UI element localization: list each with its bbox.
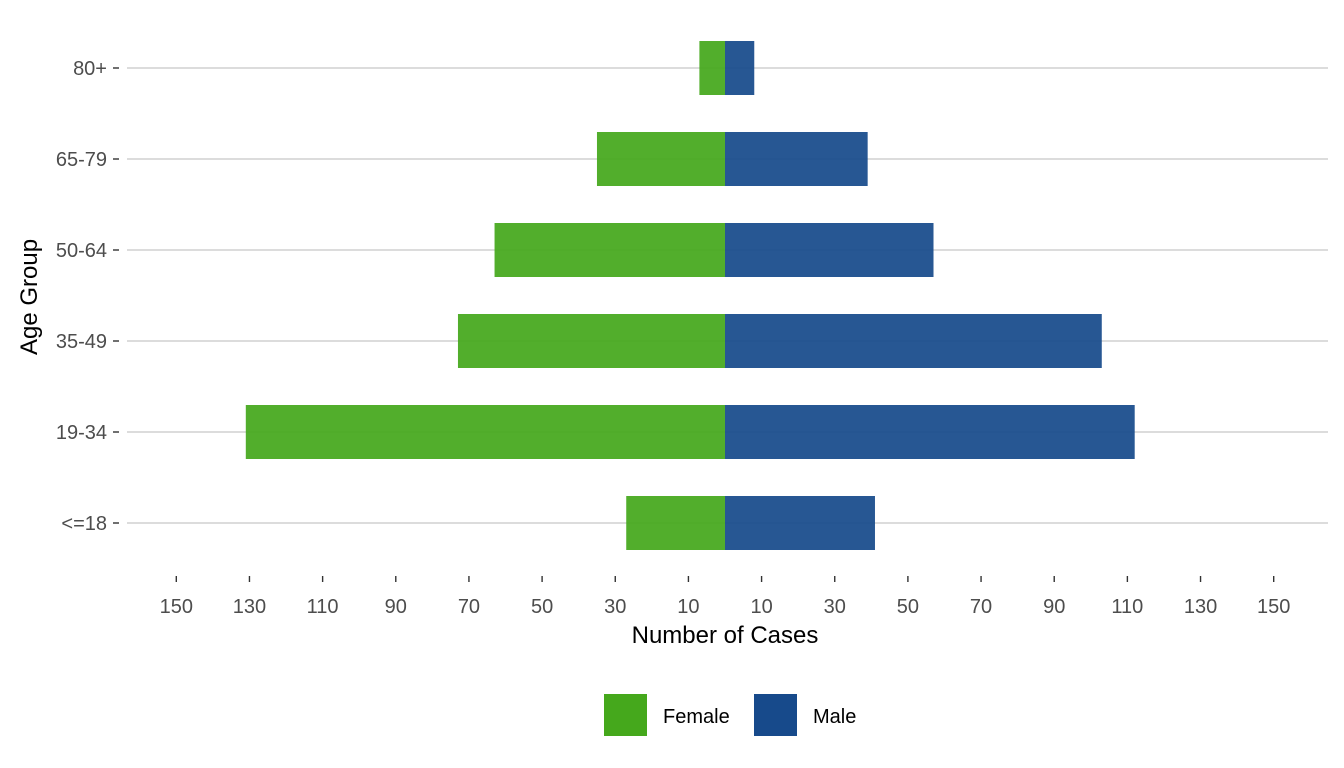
bar-female-35-49 [457, 314, 725, 368]
x-tick-label: 30 [824, 596, 846, 618]
x-tick-label: 90 [1043, 596, 1065, 618]
bar-male-35-49 [725, 314, 1102, 368]
x-tick-label: 110 [307, 596, 339, 618]
y-tick-label: 50-64 [56, 240, 107, 262]
bar-female-<=18 [626, 496, 725, 550]
x-tick-label: 150 [160, 596, 193, 618]
legend: Female Male [604, 694, 856, 736]
bars [245, 41, 1135, 550]
y-tick-label: 35-49 [56, 331, 107, 353]
legend-key-female [604, 694, 647, 736]
y-tick-label: 80+ [73, 58, 107, 80]
legend-label-female: Female [663, 706, 730, 728]
bar-male-<=18 [725, 496, 875, 550]
x-tick-label: 90 [385, 596, 407, 618]
bar-female-50-64 [494, 223, 725, 277]
x-tick-label: 130 [233, 596, 266, 618]
bar-male-50-64 [725, 223, 934, 277]
x-tick-label: 70 [458, 596, 480, 618]
bar-male-80+ [725, 41, 755, 95]
bar-female-65-79 [596, 132, 725, 186]
x-tick-label: 30 [604, 596, 626, 618]
x-axis: 150 130 110 90 70 50 30 10 10 30 50 70 90 110 130 150 [160, 576, 1290, 618]
y-axis-title: Age Group [16, 239, 43, 355]
x-tick-label: 10 [677, 596, 699, 618]
x-tick-label: 130 [1184, 596, 1217, 618]
legend-key-male [754, 694, 797, 736]
bar-female-19-34 [245, 405, 725, 459]
x-tick-label: 70 [970, 596, 992, 618]
x-tick-label: 110 [1111, 596, 1143, 618]
bar-male-65-79 [725, 132, 868, 186]
x-axis-title: Number of Cases [632, 622, 819, 649]
x-tick-label: 50 [531, 596, 553, 618]
y-axis: <=18 19-34 35-49 50-64 65-79 80+ [56, 58, 119, 535]
y-tick-label: 65-79 [56, 149, 107, 171]
y-tick-label: 19-34 [56, 422, 107, 444]
x-tick-label: 50 [897, 596, 919, 618]
bar-female-80+ [699, 41, 725, 95]
legend-label-male: Male [813, 706, 856, 728]
bar-male-19-34 [725, 405, 1135, 459]
x-tick-label: 150 [1257, 596, 1290, 618]
y-tick-label: <=18 [61, 513, 107, 535]
x-tick-label: 10 [750, 596, 772, 618]
